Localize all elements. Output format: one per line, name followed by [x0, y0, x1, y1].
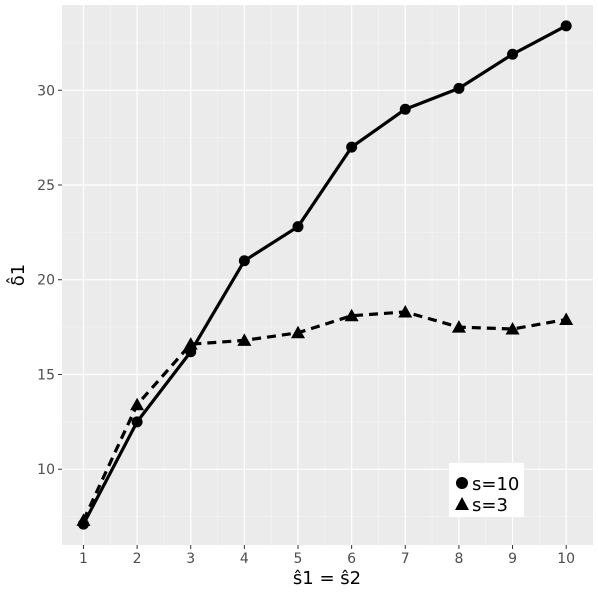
point-s10 [453, 82, 465, 94]
x-tick-label: 1 [79, 551, 88, 567]
x-tick-label: 3 [186, 551, 195, 567]
legend-key-s3-triangle [455, 497, 469, 510]
point-s10 [399, 103, 411, 115]
point-s3 [398, 304, 413, 318]
y-tick-label: 25 [37, 178, 55, 194]
y-axis-ticks: 10 15 20 25 30 [37, 83, 62, 478]
x-tick-label: 2 [133, 551, 142, 567]
point-s3 [344, 308, 359, 322]
point-s3 [559, 312, 574, 326]
point-s10 [292, 221, 304, 233]
point-s3 [237, 333, 252, 346]
legend-label-s3: s=3 [472, 495, 508, 516]
point-s10 [346, 141, 358, 153]
y-tick-label: 20 [37, 273, 55, 289]
x-tick-label: 8 [454, 551, 463, 567]
point-s10 [131, 416, 143, 428]
x-axis-ticks: 1 2 3 4 5 6 7 8 9 10 [79, 545, 575, 567]
legend: s=10 s=3 [449, 463, 524, 517]
y-tick-label: 30 [37, 83, 55, 99]
x-tick-label: 10 [557, 551, 575, 567]
x-tick-label: 6 [347, 551, 356, 567]
y-tick-label: 15 [37, 367, 55, 383]
x-tick-label: 5 [294, 551, 303, 567]
point-s10 [507, 48, 519, 60]
x-tick-label: 9 [508, 551, 517, 567]
y-axis-label: δ̂1 [6, 264, 29, 286]
point-s3 [130, 397, 145, 411]
point-s10 [560, 20, 572, 32]
point-s3 [451, 320, 466, 333]
plot-panel [62, 5, 593, 545]
point-s10 [238, 255, 250, 267]
series-line-s10 [82, 24, 567, 525]
point-s3 [76, 513, 91, 526]
series-layer [76, 20, 574, 530]
x-axis-label: ŝ1 = ŝ2 [293, 568, 361, 589]
x-tick-label: 7 [401, 551, 410, 567]
legend-key-s10-circle [456, 477, 468, 489]
x-tick-label: 4 [240, 551, 249, 567]
y-tick-label: 10 [37, 462, 55, 478]
y-axis-title: δ̂1 [6, 264, 29, 286]
series-line-s3 [82, 310, 567, 522]
point-s3 [183, 337, 198, 350]
legend-label-s10: s=10 [472, 474, 519, 495]
point-s3 [291, 325, 305, 339]
point-s3 [505, 322, 520, 335]
